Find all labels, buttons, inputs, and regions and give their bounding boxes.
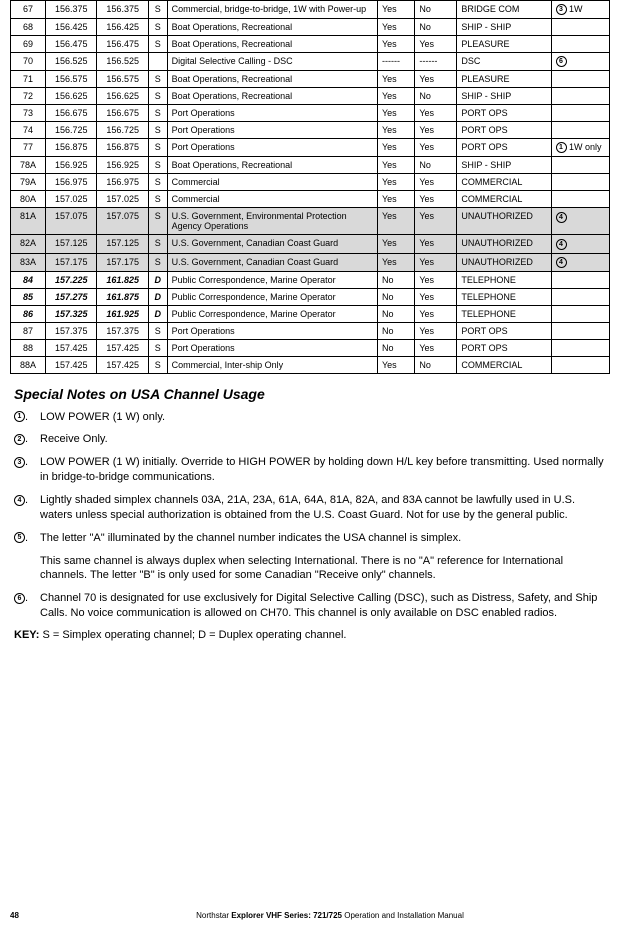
page-number: 48 [10,911,50,920]
table-row: 72156.625156.625SBoat Operations, Recrea… [11,88,610,105]
table-row: 69156.475156.475SBoat Operations, Recrea… [11,36,610,53]
key-text: KEY: S = Simplex operating channel; D = … [14,629,606,641]
note-text: LOW POWER (1 W) only. [40,410,606,425]
table-row: 74156.725156.725SPort OperationsYesYesPO… [11,122,610,139]
table-row: 73156.675156.675SPort OperationsYesYesPO… [11,105,610,122]
table-row: 67156.375156.375SCommercial, bridge-to-b… [11,1,610,19]
note-marker: 4. [14,493,40,523]
table-row: 86157.325161.925DPublic Correspondence, … [11,305,610,322]
table-row: 84157.225161.825DPublic Correspondence, … [11,271,610,288]
table-row: 78A156.925156.925SBoat Operations, Recre… [11,157,610,174]
key-label: KEY: [14,629,39,641]
note-item-cont: This same channel is always duplex when … [14,554,606,584]
table-row: 79A156.975156.975SCommercialYesYesCOMMER… [11,174,610,191]
note-marker: 2. [14,432,40,447]
section-heading: Special Notes on USA Channel Usage [14,386,610,402]
notes-list: 1.LOW POWER (1 W) only.2.Receive Only.3.… [14,410,606,621]
table-row: 77156.875156.875SPort OperationsYesYesPO… [11,139,610,157]
table-row: 81A157.075157.075SU.S. Government, Envir… [11,208,610,235]
table-row: 87157.375157.375SPort OperationsNoYesPOR… [11,322,610,339]
table-row: 85157.275161.875DPublic Correspondence, … [11,288,610,305]
table-row: 88157.425157.425SPort OperationsNoYesPOR… [11,339,610,356]
table-row: 83A157.175157.175SU.S. Government, Canad… [11,253,610,271]
table-row: 68156.425156.425SBoat Operations, Recrea… [11,19,610,36]
note-marker: 6. [14,591,40,621]
note-text: Lightly shaded simplex channels 03A, 21A… [40,493,606,523]
channel-table: 67156.375156.375SCommercial, bridge-to-b… [10,0,610,374]
note-text: Channel 70 is designated for use exclusi… [40,591,606,621]
table-row: 88A157.425157.425SCommercial, Inter-ship… [11,356,610,373]
note-item: 1.LOW POWER (1 W) only. [14,410,606,425]
note-item: 2.Receive Only. [14,432,606,447]
note-item: 4.Lightly shaded simplex channels 03A, 2… [14,493,606,523]
note-item: 3.LOW POWER (1 W) initially. Override to… [14,455,606,485]
footer-text: Northstar Explorer VHF Series: 721/725 O… [50,911,610,920]
table-row: 70156.525156.525Digital Selective Callin… [11,53,610,71]
page-footer: 48 Northstar Explorer VHF Series: 721/72… [10,911,610,920]
note-text: The letter "A" illuminated by the channe… [40,531,606,546]
note-marker: 3. [14,455,40,485]
key-value: S = Simplex operating channel; D = Duple… [39,629,346,641]
note-marker: 5. [14,531,40,546]
table-row: 71156.575156.575SBoat Operations, Recrea… [11,71,610,88]
note-text: LOW POWER (1 W) initially. Override to H… [40,455,606,485]
note-item: 6.Channel 70 is designated for use exclu… [14,591,606,621]
note-item: 5.The letter "A" illuminated by the chan… [14,531,606,546]
table-row: 80A157.025157.025SCommercialYesYesCOMMER… [11,191,610,208]
note-text: Receive Only. [40,432,606,447]
note-marker: 1. [14,410,40,425]
table-row: 82A157.125157.125SU.S. Government, Canad… [11,235,610,253]
